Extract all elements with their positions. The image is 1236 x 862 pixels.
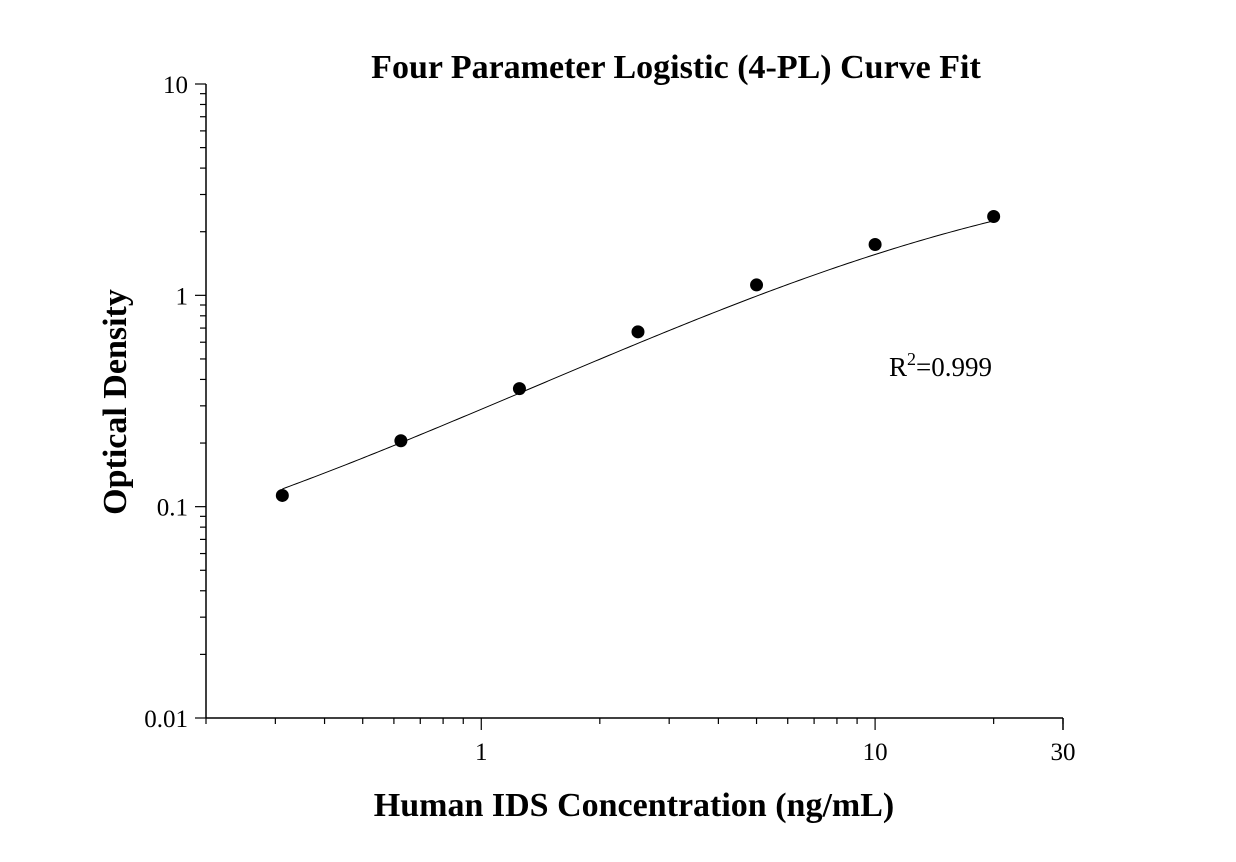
y-tick-label: 1 bbox=[176, 283, 189, 310]
x-ticks bbox=[205, 718, 1064, 730]
data-point bbox=[394, 434, 408, 448]
data-point bbox=[750, 278, 764, 292]
chart-title: Four Parameter Logistic (4-PL) Curve Fit bbox=[371, 49, 981, 86]
axes bbox=[205, 84, 1064, 730]
x-tick-label: 30 bbox=[1051, 739, 1076, 766]
x-tick-labels: 1 10 30 bbox=[475, 739, 1075, 766]
data-point bbox=[275, 488, 289, 502]
y-tick-labels: 0.01 0.1 1 10 bbox=[144, 72, 188, 733]
x-tick-label: 1 bbox=[475, 739, 488, 766]
x-tick-label: 10 bbox=[863, 739, 888, 766]
r-squared-value: =0.999 bbox=[916, 352, 992, 382]
x-axis-label: Human IDS Concentration (ng/mL) bbox=[374, 787, 894, 824]
data-points bbox=[275, 210, 1001, 502]
r-squared-annotation: R2=0.999 bbox=[889, 349, 992, 382]
y-ticks bbox=[195, 83, 206, 719]
data-point bbox=[631, 325, 645, 339]
data-point bbox=[868, 237, 882, 251]
y-tick-label: 0.01 bbox=[144, 706, 188, 733]
r-squared-base: R bbox=[889, 352, 907, 382]
y-axis-label: Optical Density bbox=[97, 289, 134, 515]
y-tick-label: 10 bbox=[163, 72, 188, 99]
r-squared-superscript: 2 bbox=[907, 349, 916, 369]
fit-curve-line bbox=[282, 220, 994, 490]
y-tick-label: 0.1 bbox=[157, 495, 188, 522]
data-point bbox=[987, 210, 1001, 224]
data-point bbox=[512, 382, 526, 396]
